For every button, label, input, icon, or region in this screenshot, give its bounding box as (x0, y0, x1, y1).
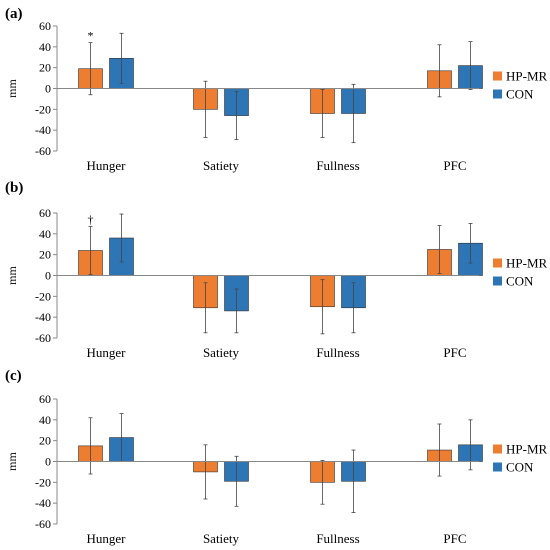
panel-c: (c) mm -60 -40 -20 0 20 40 60 Hunger Satiety Fullne… (5, 368, 548, 546)
legend-label-con: CON (506, 87, 534, 102)
y-tick-label: 40 (39, 40, 51, 54)
y-tick-label: -40 (35, 310, 51, 324)
y-tick-label: -40 (35, 496, 51, 510)
y-axis-label: mm (5, 79, 19, 98)
legend-swatch-hp-mr (493, 258, 502, 268)
panel-label: (c) (5, 368, 22, 384)
y-tick-label: 0 (45, 269, 51, 283)
y-tick-label: -60 (35, 517, 51, 531)
legend-swatch-hp-mr (493, 444, 502, 454)
category-label-hunger: Hunger (87, 158, 127, 173)
category-label-hunger: Hunger (87, 531, 127, 546)
legend-label-hp-mr: HP-MR (506, 256, 548, 271)
category-label-fullness: Fullness (316, 158, 359, 173)
panel-a: (a) mm -60 -40 -20 0 20 40 60 Hunger Satiety Fullne… (5, 6, 548, 173)
y-tick-label: 40 (39, 227, 51, 241)
legend-label-hp-mr: HP-MR (506, 442, 548, 457)
legend-label-con: CON (506, 274, 534, 289)
category-label-satiety: Satiety (203, 158, 240, 173)
legend-swatch-hp-mr (493, 71, 502, 81)
y-tick-label: -60 (35, 144, 51, 158)
y-tick-label: 20 (39, 61, 51, 75)
y-axis-label: mm (5, 452, 19, 471)
legend-label-con: CON (506, 460, 534, 475)
category-label-fullness: Fullness (316, 345, 359, 360)
y-tick-label: 0 (45, 455, 51, 469)
category-label-pfc: PFC (443, 345, 466, 360)
panel-b: (b) mm -60 -40 -20 0 20 40 60 Hunger Satiety Fullne… (5, 180, 548, 360)
y-tick-label: 60 (39, 206, 51, 220)
legend-swatch-con (493, 462, 502, 472)
category-label-hunger: Hunger (87, 345, 127, 360)
y-tick-label: 0 (45, 82, 51, 96)
y-tick-label: -20 (35, 102, 51, 116)
category-label-satiety: Satiety (203, 345, 240, 360)
panel-label: (a) (5, 6, 23, 22)
significance-marker: † (88, 213, 94, 227)
panel-label: (b) (5, 180, 23, 196)
category-label-satiety: Satiety (203, 531, 240, 546)
significance-marker: * (88, 29, 94, 43)
legend-label-hp-mr: HP-MR (506, 69, 548, 84)
y-tick-label: 20 (39, 434, 51, 448)
legend-swatch-con (493, 276, 502, 286)
y-tick-label: 20 (39, 248, 51, 262)
y-tick-label: -20 (35, 475, 51, 489)
y-axis-label: mm (5, 266, 19, 285)
y-tick-label: 40 (39, 413, 51, 427)
y-tick-label: 60 (39, 19, 51, 33)
y-tick-label: -60 (35, 331, 51, 345)
y-tick-label: 60 (39, 392, 51, 406)
category-label-pfc: PFC (443, 158, 466, 173)
legend-swatch-con (493, 89, 502, 99)
y-tick-label: -40 (35, 123, 51, 137)
category-label-pfc: PFC (443, 531, 466, 546)
category-label-fullness: Fullness (316, 531, 359, 546)
y-tick-label: -20 (35, 289, 51, 303)
